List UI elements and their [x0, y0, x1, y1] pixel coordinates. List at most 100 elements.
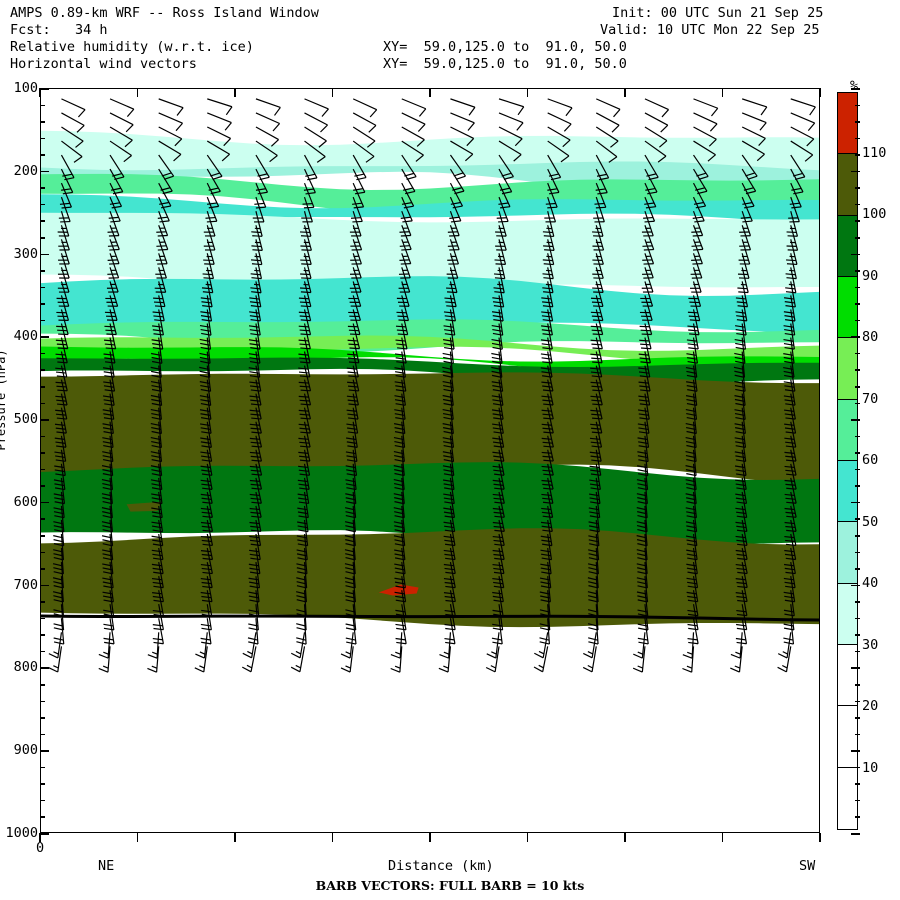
- wind-barb: [61, 112, 85, 133]
- wind-barb: [152, 309, 164, 336]
- y-axis-tick: [40, 750, 49, 752]
- wind-barb: [547, 140, 570, 163]
- wind-barb: [401, 112, 426, 132]
- wind-barb: [206, 168, 221, 195]
- wind-barb: [251, 239, 263, 266]
- y-axis-minor-tick: [40, 319, 45, 322]
- wind-barb: [394, 365, 407, 392]
- wind-barb: [249, 393, 262, 420]
- wind-barb: [735, 576, 748, 603]
- colorbar-segment: [838, 706, 857, 768]
- colorbar-segment: [838, 767, 857, 829]
- wind-barb: [147, 646, 160, 673]
- header-forecast-hour: Fcst: 34 h: [10, 22, 108, 38]
- wind-barb: [347, 309, 361, 336]
- wind-barb: [304, 140, 326, 163]
- y-axis-minor-tick: [855, 601, 860, 603]
- wind-barb: [249, 281, 262, 308]
- y-axis-tick-label: 1000: [5, 825, 38, 841]
- wind-barb: [736, 590, 748, 617]
- colorbar-segment: [838, 154, 857, 216]
- y-axis-minor-tick: [40, 137, 45, 140]
- wind-barb: [200, 463, 213, 490]
- colorbar-tick-label: 100: [862, 206, 887, 222]
- y-axis-minor-tick: [855, 617, 860, 620]
- y-axis-minor-tick: [40, 485, 45, 487]
- wind-barb: [147, 632, 160, 659]
- y-axis-tick-label: 200: [13, 162, 38, 179]
- header-xy-overlay: XY= 59.0,125.0 to 91.0, 50.0: [383, 56, 627, 72]
- wind-barb: [401, 98, 427, 117]
- wind-barb: [242, 632, 257, 659]
- colorbar-tick-label: 10: [862, 759, 879, 776]
- wind-barb: [109, 112, 134, 133]
- rh-band-notch: [126, 501, 162, 512]
- wind-barb: [394, 337, 407, 364]
- y-axis-tick-label: 100: [13, 80, 38, 96]
- wind-barb: [450, 112, 475, 131]
- wind-barb: [249, 463, 263, 490]
- wind-barb: [450, 140, 474, 162]
- wind-barb: [589, 449, 602, 476]
- wind-barb: [790, 168, 804, 195]
- wind-barb: [783, 618, 795, 645]
- wind-barb: [494, 239, 507, 265]
- wind-barb: [492, 590, 504, 617]
- header-model-title: AMPS 0.89-km WRF -- Ross Island Window: [10, 5, 319, 21]
- wind-barb: [390, 646, 403, 673]
- wind-barb: [298, 435, 311, 462]
- wind-barb: [396, 295, 410, 322]
- wind-barb: [151, 561, 164, 589]
- wind-barb: [688, 281, 702, 307]
- wind-barb: [547, 98, 573, 117]
- y-axis-minor-tick: [40, 700, 45, 703]
- y-axis-minor-tick: [40, 650, 45, 653]
- x-axis-tick: [624, 833, 626, 842]
- y-axis-minor-tick: [855, 634, 860, 636]
- wind-barb: [588, 618, 599, 645]
- wind-barb: [248, 533, 261, 561]
- wind-barb: [450, 126, 475, 147]
- wind-barb: [735, 295, 748, 322]
- wind-barb: [55, 337, 68, 364]
- y-axis-minor-tick: [855, 386, 860, 388]
- wind-barb: [639, 323, 652, 350]
- wind-barb: [298, 281, 312, 308]
- wind-barb: [644, 154, 659, 181]
- wind-barb: [444, 590, 456, 617]
- wind-barb: [446, 267, 458, 294]
- y-axis-minor-tick: [40, 601, 45, 603]
- wind-barb: [687, 309, 700, 336]
- wind-barb: [200, 281, 213, 308]
- wind-barb: [300, 239, 312, 265]
- wind-barb: [200, 519, 214, 547]
- wind-barb: [644, 168, 658, 195]
- wind-barb: [152, 295, 165, 322]
- wind-barb: [107, 225, 120, 251]
- wind-barb: [249, 491, 262, 518]
- wind-barb: [543, 225, 555, 251]
- y-axis-minor-tick: [855, 452, 860, 454]
- wind-barb: [352, 154, 367, 181]
- colorbar-tick-label: 50: [862, 513, 879, 530]
- y-axis-tick: [851, 419, 860, 421]
- y-axis-tick: [40, 419, 49, 421]
- header-field-overlay: Horizontal wind vectors: [10, 56, 197, 72]
- wind-barb: [61, 126, 84, 148]
- wind-barb: [347, 323, 361, 350]
- wind-barb: [206, 154, 223, 180]
- y-axis-minor-tick: [40, 154, 45, 156]
- wind-barb: [346, 407, 359, 434]
- wind-barb: [687, 604, 699, 631]
- wind-barb: [194, 646, 208, 673]
- wind-barb: [534, 632, 549, 659]
- y-axis-minor-tick: [40, 816, 45, 818]
- wind-barb: [498, 154, 514, 180]
- wind-barb: [595, 154, 610, 181]
- wind-barb: [642, 225, 655, 251]
- y-axis-minor-tick: [855, 468, 860, 471]
- wind-barb: [492, 604, 504, 631]
- x-axis-tick: [526, 833, 529, 842]
- wind-barb: [346, 393, 359, 420]
- wind-barb: [542, 267, 554, 294]
